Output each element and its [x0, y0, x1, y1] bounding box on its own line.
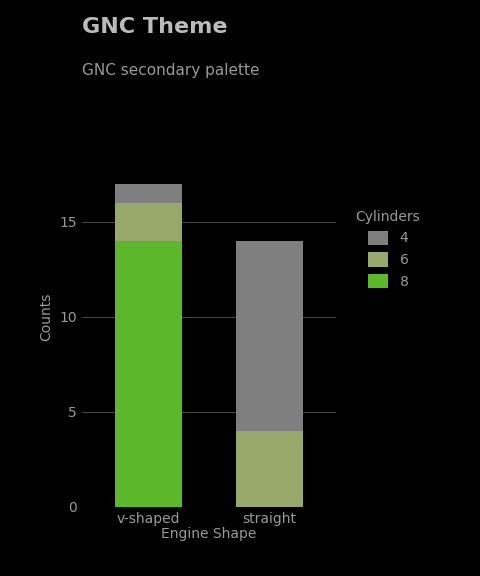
Bar [115, 184, 181, 203]
Bar [236, 431, 303, 507]
Bar [115, 203, 181, 241]
Text: GNC Theme: GNC Theme [82, 17, 227, 37]
Bar [115, 241, 181, 507]
Y-axis label: Counts: Counts [39, 293, 54, 341]
Legend: 4, 6, 8: 4, 6, 8 [356, 210, 420, 289]
X-axis label: Engine Shape: Engine Shape [161, 527, 256, 541]
Bar [236, 241, 303, 431]
Text: GNC secondary palette: GNC secondary palette [82, 63, 259, 78]
